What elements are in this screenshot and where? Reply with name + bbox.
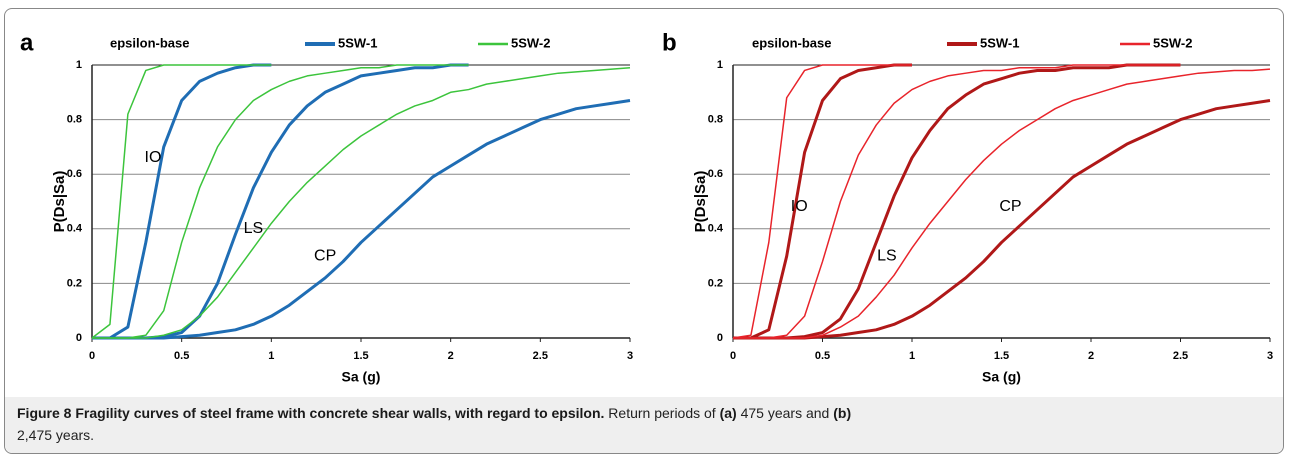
x-tick-label: 1.5 xyxy=(994,350,1009,362)
legend-title: epsilon-base xyxy=(110,35,189,50)
caption-text: Return periods of xyxy=(608,405,716,421)
caption-ref: (b) xyxy=(833,405,852,421)
x-tick-label: 0 xyxy=(89,350,95,362)
legend-label: 5SW-1 xyxy=(338,35,377,50)
x-tick-label: 0.5 xyxy=(815,350,830,362)
caption: Figure 8 Fragility curves of steel frame… xyxy=(5,397,1283,453)
fragility-curve xyxy=(733,64,1181,339)
y-axis-label: P(Ds|Sa) xyxy=(51,171,68,233)
curve-label: LS xyxy=(244,220,264,237)
figure: a epsilon-base 0 0.2 0.4 0.6 0.8 1 0 0.5 1 1.5 2 2.5 3… xyxy=(20,29,1273,385)
caption-ref: (a) xyxy=(719,405,737,421)
curve-label: CP xyxy=(314,247,336,264)
panel-label: b xyxy=(662,29,677,56)
legend-title: epsilon-base xyxy=(752,35,831,50)
x-tick-label: 0.5 xyxy=(174,350,189,362)
fragility-curve xyxy=(92,63,272,340)
y-tick-label: 0.2 xyxy=(708,277,723,289)
y-tick-label: 0.6 xyxy=(708,168,723,180)
y-tick-label: 0 xyxy=(76,332,82,344)
caption-text: 2,475 years. xyxy=(17,427,95,443)
x-tick-label: 1 xyxy=(268,350,274,362)
x-tick-label: 0 xyxy=(730,350,736,362)
panel-label: a xyxy=(20,29,34,56)
fragility-curve xyxy=(733,68,1271,339)
y-tick-label: 0.8 xyxy=(67,114,82,126)
curve-label: IO xyxy=(791,198,808,215)
x-tick-label: 3 xyxy=(1267,350,1273,362)
fragility-curve xyxy=(733,63,1181,340)
y-tick-label: 0.4 xyxy=(67,223,83,235)
x-tick-label: 3 xyxy=(627,350,633,362)
x-tick-label: 2 xyxy=(448,350,454,362)
fragility-curve xyxy=(733,63,912,340)
y-tick-label: 0.4 xyxy=(708,223,724,235)
x-tick-label: 2.5 xyxy=(1173,350,1188,362)
legend-label: 5SW-2 xyxy=(1153,35,1192,50)
x-axis-label: Sa (g) xyxy=(982,369,1021,385)
fragility-curve xyxy=(732,64,912,339)
x-tick-label: 1 xyxy=(909,350,915,362)
fragility-curve xyxy=(92,99,631,340)
fragility-curve xyxy=(92,66,631,339)
fragility-curve xyxy=(733,99,1271,340)
y-tick-label: 1 xyxy=(717,59,723,71)
fragility-curve xyxy=(91,64,272,339)
caption-label: Figure 8 xyxy=(17,405,72,421)
caption-text: 475 years and xyxy=(740,405,830,421)
curve-label: CP xyxy=(999,198,1021,215)
y-tick-label: 0.6 xyxy=(67,168,82,180)
legend-label: 5SW-2 xyxy=(511,35,550,50)
caption-title: Fragility curves of steel frame with con… xyxy=(75,405,605,421)
curve-label: LS xyxy=(877,247,897,264)
y-axis-label: P(Ds|Sa) xyxy=(692,171,709,233)
x-axis-label: Sa (g) xyxy=(342,369,381,385)
figure-frame xyxy=(4,8,1284,454)
x-tick-label: 1.5 xyxy=(353,350,368,362)
y-tick-label: 0 xyxy=(717,332,723,344)
x-tick-label: 2.5 xyxy=(533,350,548,362)
legend-label: 5SW-1 xyxy=(980,35,1019,50)
curve-label: IO xyxy=(145,149,162,166)
fragility-curve xyxy=(92,63,469,340)
x-tick-label: 2 xyxy=(1088,350,1094,362)
y-tick-label: 1 xyxy=(76,59,82,71)
y-tick-label: 0.8 xyxy=(708,114,723,126)
y-tick-label: 0.2 xyxy=(67,277,82,289)
fragility-curve xyxy=(92,64,469,339)
